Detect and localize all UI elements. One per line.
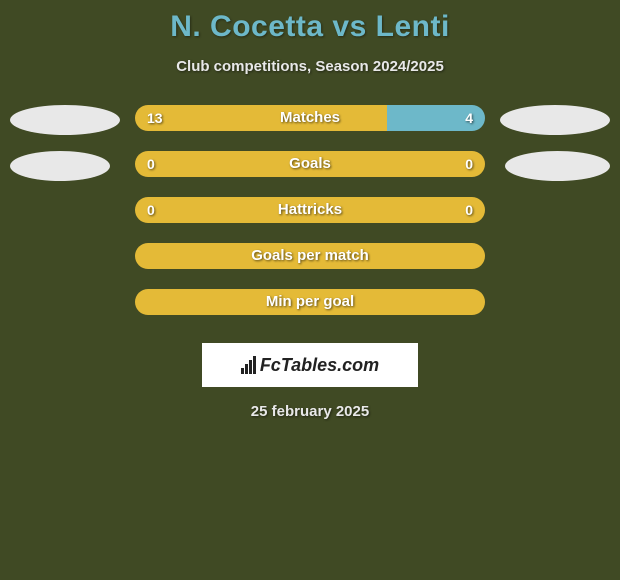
player1-avatar (10, 151, 110, 181)
stat-value-right: 0 (465, 197, 473, 223)
stat-label: Matches (135, 105, 485, 131)
stat-label: Goals (135, 151, 485, 177)
player2-avatar (500, 105, 610, 135)
stat-bar: Goals per match (135, 243, 485, 269)
logo-box: FcTables.com (202, 343, 418, 387)
stat-value-left: 13 (147, 105, 163, 131)
chart-icon (241, 356, 256, 374)
stat-row: Goals0 0 (0, 151, 620, 177)
stat-label: Hattricks (135, 197, 485, 223)
stat-bar: Hattricks0 0 (135, 197, 485, 223)
stat-value-right: 4 (465, 105, 473, 131)
logo: FcTables.com (241, 355, 379, 376)
stat-row: Matches13 4 (0, 105, 620, 131)
stat-bar: Min per goal (135, 289, 485, 315)
stat-row: Hattricks0 0 (0, 197, 620, 223)
stat-row: Goals per match (0, 243, 620, 269)
date: 25 february 2025 (251, 403, 369, 420)
player2-avatar (505, 151, 610, 181)
page-title: N. Cocetta vs Lenti (170, 10, 450, 44)
subtitle: Club competitions, Season 2024/2025 (176, 58, 444, 75)
stat-value-left: 0 (147, 197, 155, 223)
stat-value-right: 0 (465, 151, 473, 177)
stat-label: Goals per match (135, 243, 485, 269)
stat-bar: Goals0 0 (135, 151, 485, 177)
logo-text: FcTables.com (260, 355, 379, 376)
stat-bar: Matches13 4 (135, 105, 485, 131)
stats-area: Matches134Goals00Hattricks00Goals per ma… (0, 105, 620, 335)
stat-value-left: 0 (147, 151, 155, 177)
stat-label: Min per goal (135, 289, 485, 315)
stat-row: Min per goal (0, 289, 620, 315)
player1-avatar (10, 105, 120, 135)
